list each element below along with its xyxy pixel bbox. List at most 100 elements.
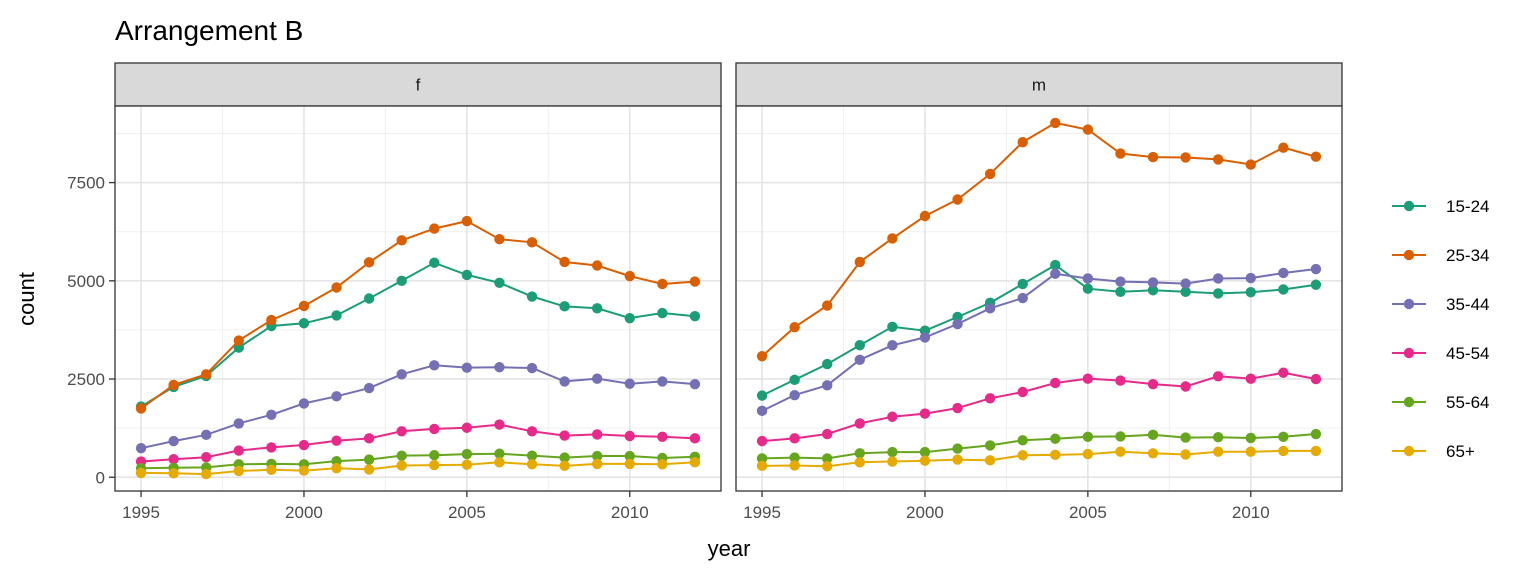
data-point xyxy=(756,453,768,464)
data-point xyxy=(1212,431,1224,443)
panel-border xyxy=(735,105,1343,492)
data-point xyxy=(1050,433,1061,444)
x-tick-label: 2005 xyxy=(448,503,486,522)
series-65+-m xyxy=(756,445,1322,472)
data-point xyxy=(657,376,668,387)
data-point xyxy=(494,233,505,245)
data-point xyxy=(887,321,898,332)
data-point xyxy=(298,465,310,476)
data-point xyxy=(591,450,603,462)
legend-label: 55-64 xyxy=(1446,393,1489,412)
data-point xyxy=(168,453,179,465)
legend-key-point xyxy=(1403,200,1415,212)
data-point xyxy=(789,433,800,444)
series-line xyxy=(762,371,1317,443)
data-point xyxy=(1147,285,1159,296)
data-point xyxy=(1245,432,1256,444)
legend-label: 15-24 xyxy=(1446,197,1489,216)
data-point xyxy=(1050,377,1061,389)
series-line xyxy=(140,261,695,408)
data-point xyxy=(1212,288,1224,299)
data-point xyxy=(135,467,147,479)
data-point xyxy=(1212,273,1224,284)
data-point xyxy=(1115,286,1126,298)
data-point xyxy=(266,409,277,420)
data-point xyxy=(233,335,245,346)
data-point xyxy=(201,452,212,463)
data-point xyxy=(1115,148,1126,159)
data-point xyxy=(168,379,179,391)
data-point xyxy=(952,454,963,465)
data-point xyxy=(1180,432,1191,443)
panel-background xyxy=(115,106,721,491)
series-line xyxy=(140,364,695,450)
data-point xyxy=(526,291,538,302)
panel-background xyxy=(736,106,1342,491)
series-line xyxy=(761,121,1317,358)
data-point xyxy=(526,362,538,374)
data-point xyxy=(298,398,310,409)
panel-f: f 1995 2000 2005 2010 0 2500 5000 7500 xyxy=(67,62,722,522)
data-point xyxy=(1017,450,1028,461)
panel-m: m 1995 2000 2005 2010 xyxy=(735,62,1343,522)
facet-label-f: f xyxy=(416,76,421,95)
legend-label: 65+ xyxy=(1446,442,1475,461)
data-point xyxy=(494,419,505,430)
legend-item-45-54: 45-54 xyxy=(1392,344,1489,363)
data-point xyxy=(1017,435,1028,446)
y-tick-label: 7500 xyxy=(67,174,105,193)
data-point xyxy=(624,458,635,470)
legend-item-35-44: 35-44 xyxy=(1392,295,1489,314)
data-point xyxy=(854,418,866,429)
data-point xyxy=(887,411,898,422)
data-point xyxy=(1082,373,1094,384)
data-point xyxy=(919,455,931,466)
data-point xyxy=(1147,448,1159,459)
data-point xyxy=(1245,159,1256,170)
data-point xyxy=(526,237,538,248)
data-point xyxy=(201,429,212,441)
data-point xyxy=(1147,378,1159,390)
data-point xyxy=(363,433,375,444)
data-point xyxy=(1212,371,1224,382)
data-point xyxy=(984,455,996,466)
data-point xyxy=(298,439,310,451)
data-point xyxy=(789,321,800,333)
data-point xyxy=(461,459,473,470)
data-point xyxy=(1212,154,1224,165)
legend-item-65+: 65+ xyxy=(1392,442,1475,461)
series-line xyxy=(140,220,695,410)
data-point xyxy=(331,463,342,474)
data-point xyxy=(624,450,635,462)
data-point xyxy=(461,422,473,433)
data-point xyxy=(429,360,440,371)
data-point xyxy=(822,300,833,311)
data-point xyxy=(559,460,570,472)
data-point xyxy=(887,233,898,244)
data-point xyxy=(559,376,570,387)
data-point xyxy=(1180,381,1191,392)
data-point xyxy=(526,459,538,470)
facet-strip-f xyxy=(114,62,722,107)
data-point xyxy=(363,464,375,475)
data-point xyxy=(984,440,996,451)
data-point xyxy=(984,303,996,314)
data-point xyxy=(1278,367,1289,378)
legend-item-15-24: 15-24 xyxy=(1392,197,1489,216)
data-point xyxy=(266,314,277,326)
series-55-64-m xyxy=(756,428,1322,464)
data-point xyxy=(1310,428,1322,440)
data-point xyxy=(887,340,898,351)
data-point xyxy=(1278,142,1289,153)
series-line xyxy=(761,268,1317,412)
data-point xyxy=(789,389,800,401)
data-point xyxy=(363,257,375,268)
data-point xyxy=(1082,431,1094,442)
data-point xyxy=(1180,278,1191,289)
data-point xyxy=(591,303,603,314)
x-tick-label: 1995 xyxy=(122,503,160,522)
legend-label: 45-54 xyxy=(1446,344,1489,363)
data-point xyxy=(461,269,473,281)
panels: f 1995 2000 2005 2010 0 2500 5000 7500 m 1995 2000 2… xyxy=(67,62,1343,522)
